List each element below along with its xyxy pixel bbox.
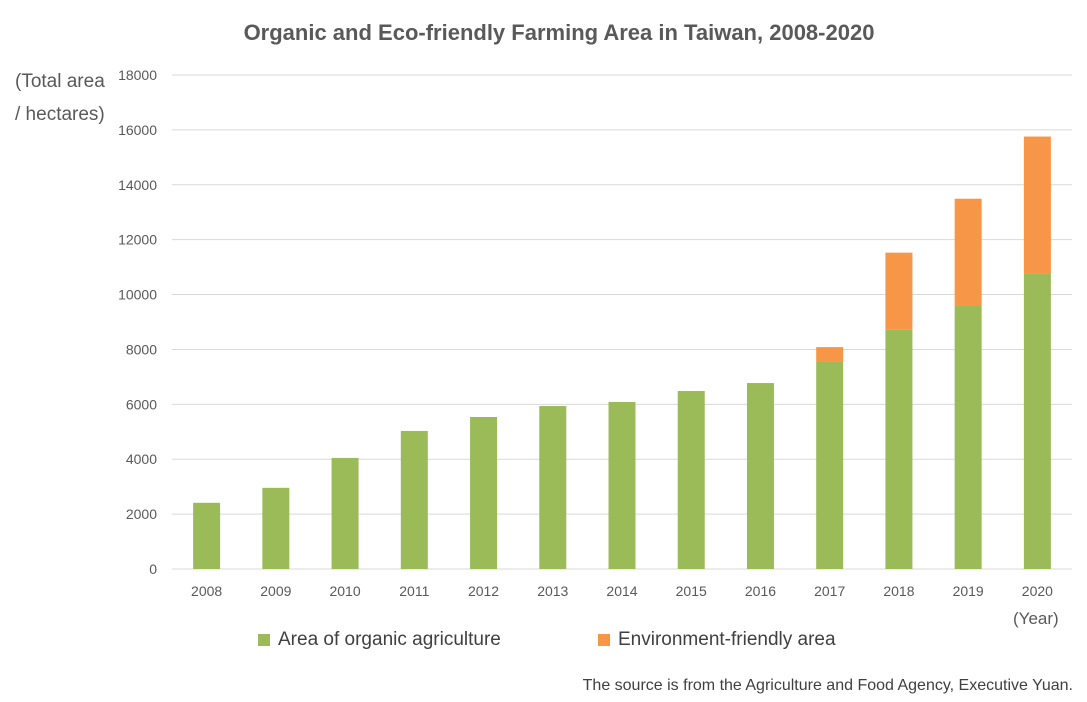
y-tick-label: 14000 bbox=[118, 177, 157, 193]
x-tick-label: 2009 bbox=[260, 583, 291, 599]
bar-organic-2014 bbox=[608, 402, 636, 569]
bar-organic-2015 bbox=[677, 391, 705, 569]
x-tick-label: 2013 bbox=[537, 583, 568, 599]
y-tick-label: 8000 bbox=[126, 341, 157, 357]
x-tick-label: 2008 bbox=[191, 583, 222, 599]
y-axis-label-line2: / hectares) bbox=[15, 104, 105, 125]
bar-organic-2012 bbox=[470, 416, 498, 569]
legend-swatch-organic bbox=[258, 634, 270, 646]
x-tick-label: 2014 bbox=[606, 583, 637, 599]
x-tick-label: 2011 bbox=[399, 583, 429, 599]
legend-label-environment: Environment-friendly area bbox=[618, 629, 836, 650]
x-tick-label: 2012 bbox=[468, 583, 499, 599]
bar-organic-2011 bbox=[400, 430, 428, 569]
chart-title: Organic and Eco-friendly Farming Area in… bbox=[243, 20, 875, 45]
bar-environment-2020 bbox=[1023, 136, 1051, 274]
bar-environment-2018 bbox=[885, 252, 913, 330]
bar-environment-2019 bbox=[954, 198, 982, 306]
y-tick-label: 6000 bbox=[126, 396, 157, 412]
bar-organic-2016 bbox=[746, 383, 774, 569]
bar-organic-2019 bbox=[954, 305, 982, 569]
x-tick-label: 2017 bbox=[814, 583, 845, 599]
y-tick-label: 0 bbox=[149, 561, 157, 577]
y-tick-label: 12000 bbox=[118, 232, 157, 248]
bar-organic-2018 bbox=[885, 329, 913, 569]
x-tick-label: 2010 bbox=[329, 583, 360, 599]
bar-organic-2020 bbox=[1023, 273, 1051, 569]
y-axis-label-line1: (Total area bbox=[15, 71, 105, 92]
x-tick-label: 2018 bbox=[883, 583, 914, 599]
y-tick-label: 10000 bbox=[118, 287, 157, 303]
bar-organic-2009 bbox=[262, 487, 290, 569]
x-tick-label: 2015 bbox=[676, 583, 707, 599]
x-tick-label: 2016 bbox=[745, 583, 776, 599]
legend-item-environment: Environment-friendly area bbox=[598, 629, 836, 651]
y-tick-label: 18000 bbox=[118, 67, 157, 83]
bar-organic-2013 bbox=[539, 406, 567, 569]
y-tick-label: 16000 bbox=[118, 122, 157, 138]
y-tick-label: 2000 bbox=[126, 506, 157, 522]
source-note: The source is from the Agriculture and F… bbox=[582, 677, 1073, 694]
x-axis-label: (Year) bbox=[1013, 609, 1059, 628]
legend-item-organic: Area of organic agriculture bbox=[258, 629, 501, 651]
bar-environment-2017 bbox=[816, 347, 844, 362]
bar-organic-2017 bbox=[816, 361, 844, 569]
x-tick-label: 2020 bbox=[1022, 583, 1053, 599]
legend-label-organic: Area of organic agriculture bbox=[278, 629, 501, 650]
bar-organic-2010 bbox=[331, 457, 359, 569]
legend-swatch-environment bbox=[598, 634, 610, 646]
x-tick-label: 2019 bbox=[953, 583, 984, 599]
bar-organic-2008 bbox=[193, 502, 221, 569]
y-tick-label: 4000 bbox=[126, 451, 157, 467]
